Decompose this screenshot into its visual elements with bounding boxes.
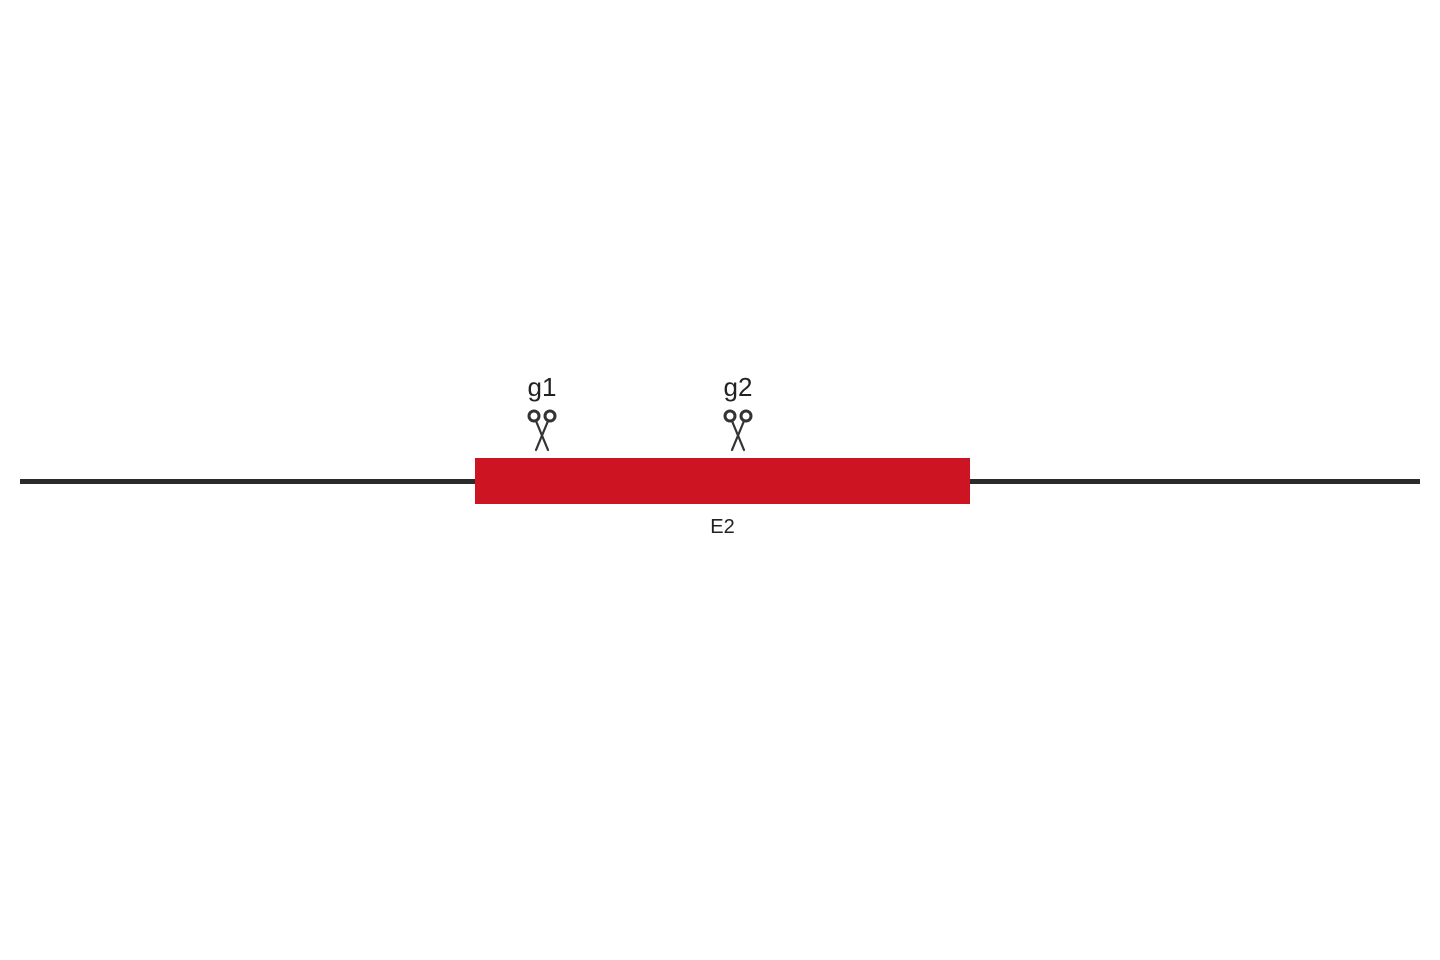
intron-left-line [20,479,475,484]
guide-label-g1: g1 [528,372,557,403]
intron-right-line [970,479,1420,484]
exon-label: E2 [710,516,734,539]
guide-label-g2: g2 [724,372,753,403]
scissors-icon-g1 [524,408,560,457]
scissors-icon-g2 [720,408,756,457]
exon-box [475,458,970,504]
gene-diagram: E2 g1 g2 [0,0,1440,960]
